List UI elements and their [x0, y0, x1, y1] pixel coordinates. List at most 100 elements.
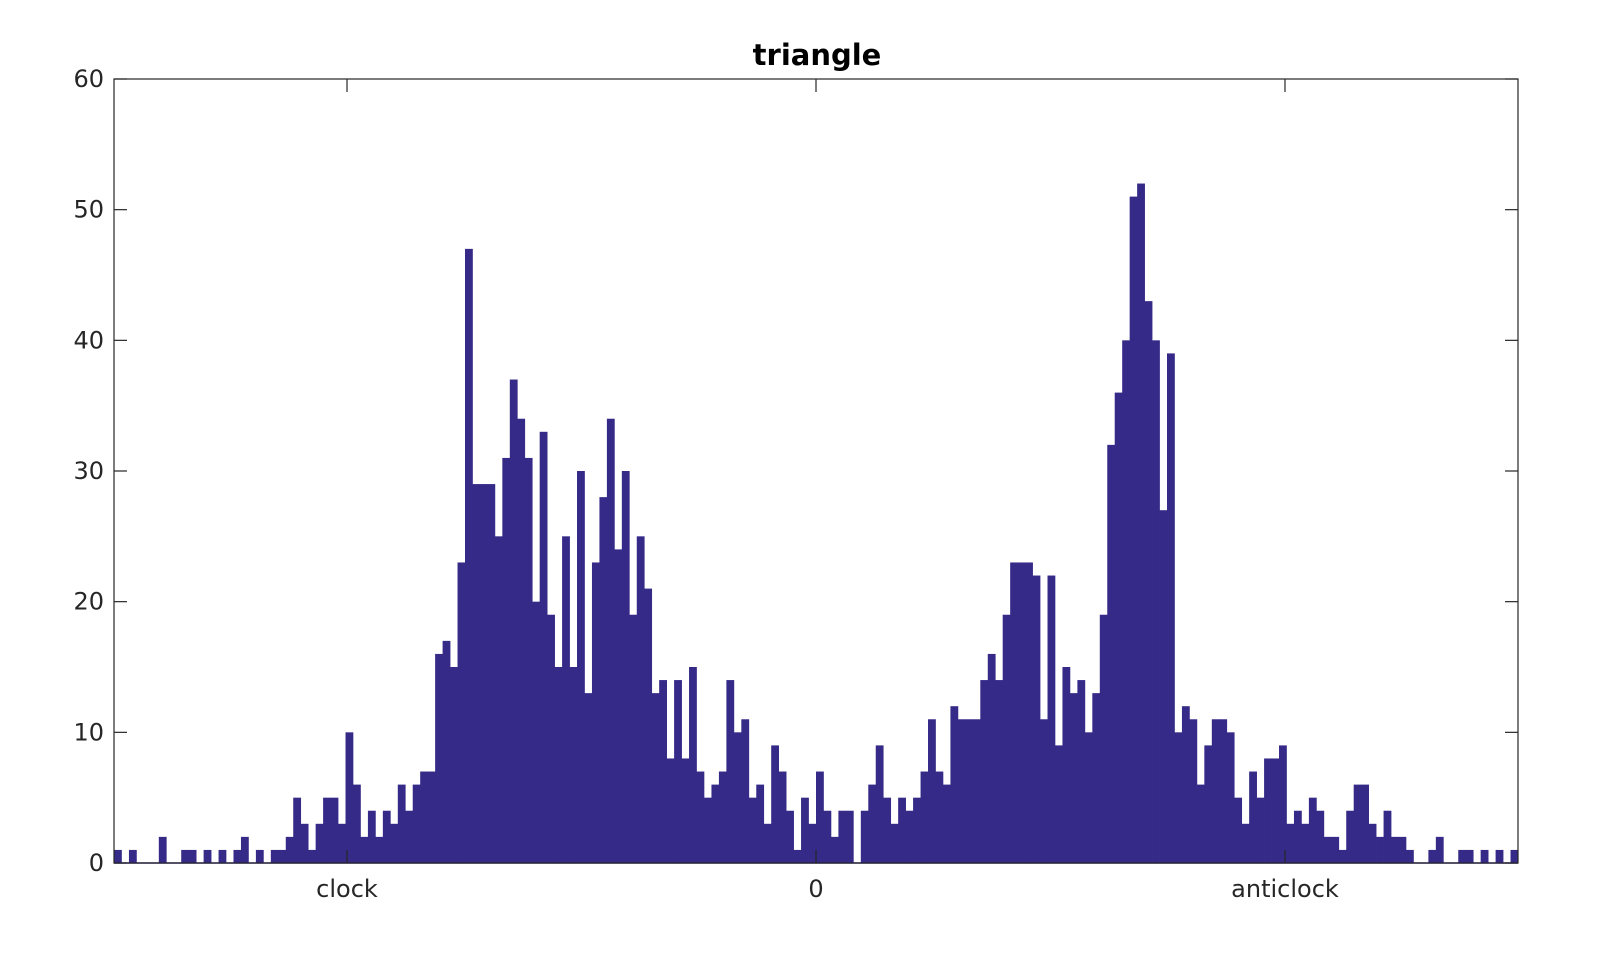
bar	[1495, 849, 1504, 863]
bar	[838, 810, 847, 863]
bar	[1249, 771, 1257, 863]
bar	[965, 719, 974, 863]
bar	[696, 771, 705, 863]
bar	[442, 640, 451, 863]
y-tick-label: 40	[73, 326, 104, 354]
bar	[1405, 849, 1414, 863]
bar	[786, 810, 794, 863]
bar	[465, 248, 473, 863]
bar	[1338, 849, 1347, 863]
bar	[890, 823, 899, 863]
bar	[1032, 575, 1041, 863]
bar	[1010, 562, 1018, 863]
bar	[479, 484, 488, 863]
bar	[1383, 810, 1392, 863]
x-tick-label: clock	[316, 875, 378, 903]
bar	[950, 706, 959, 863]
bar	[1308, 797, 1317, 863]
bar	[1398, 836, 1407, 863]
bar	[1077, 680, 1086, 863]
bar	[733, 732, 742, 863]
bar	[1047, 575, 1056, 863]
bar	[606, 418, 615, 863]
bar	[345, 732, 354, 863]
bar	[397, 784, 406, 863]
bar	[1458, 849, 1467, 863]
bar	[1054, 745, 1063, 863]
bar	[666, 758, 675, 863]
bar	[972, 719, 981, 863]
bar	[987, 653, 996, 863]
bar	[218, 849, 227, 863]
bar	[382, 810, 391, 863]
bar	[793, 849, 802, 863]
bar	[674, 680, 682, 863]
bar	[1353, 784, 1362, 863]
bar	[920, 771, 929, 863]
bar	[614, 549, 623, 863]
y-tick-label: 10	[73, 718, 104, 746]
y-tick-label: 20	[73, 588, 104, 616]
bar	[1025, 562, 1033, 863]
bar	[1152, 340, 1160, 864]
y-tick-label: 0	[89, 849, 104, 877]
bar	[293, 797, 302, 863]
bar	[875, 745, 884, 863]
bar	[1196, 784, 1205, 863]
y-tick-label: 60	[73, 65, 104, 93]
bar	[1099, 614, 1108, 863]
bar	[584, 693, 593, 863]
bar	[703, 797, 712, 863]
bar	[1301, 823, 1310, 863]
bar	[868, 784, 877, 863]
bar	[427, 771, 436, 863]
bar	[1279, 745, 1287, 863]
bar	[1204, 745, 1213, 863]
bar	[913, 797, 921, 863]
bar	[420, 771, 429, 863]
bar	[1122, 340, 1131, 864]
bar	[763, 823, 772, 863]
bar	[114, 849, 122, 863]
bar	[233, 849, 242, 863]
bar	[629, 614, 638, 863]
bar	[338, 823, 346, 863]
bar	[360, 836, 369, 863]
bar	[1189, 719, 1198, 863]
bar	[1368, 823, 1377, 863]
bar	[1069, 693, 1078, 863]
bar	[718, 771, 727, 863]
bar	[285, 836, 294, 863]
bar	[577, 471, 585, 863]
bar	[1114, 392, 1123, 863]
bar	[375, 836, 384, 863]
bar	[1040, 719, 1048, 863]
bar	[1435, 836, 1444, 863]
bar	[255, 849, 264, 863]
bar	[1323, 836, 1332, 863]
bar	[494, 536, 503, 863]
bar	[801, 797, 809, 863]
bar	[278, 849, 287, 863]
bar	[352, 784, 361, 863]
bar	[188, 849, 197, 863]
bar	[1226, 732, 1235, 863]
bar	[547, 614, 555, 863]
bar	[621, 471, 630, 863]
bar	[450, 667, 458, 863]
bar	[1480, 849, 1489, 863]
bar	[711, 784, 720, 863]
bar	[1316, 810, 1325, 863]
chart-title: triangle	[753, 38, 882, 72]
bar	[1465, 849, 1474, 863]
bar	[323, 797, 331, 863]
bar	[181, 849, 190, 863]
bar	[1167, 353, 1175, 863]
bar	[1092, 693, 1101, 863]
y-tick-label: 50	[73, 196, 104, 224]
bar	[1428, 849, 1437, 863]
bar	[599, 497, 608, 863]
bar	[1002, 614, 1011, 863]
bar	[240, 836, 249, 863]
